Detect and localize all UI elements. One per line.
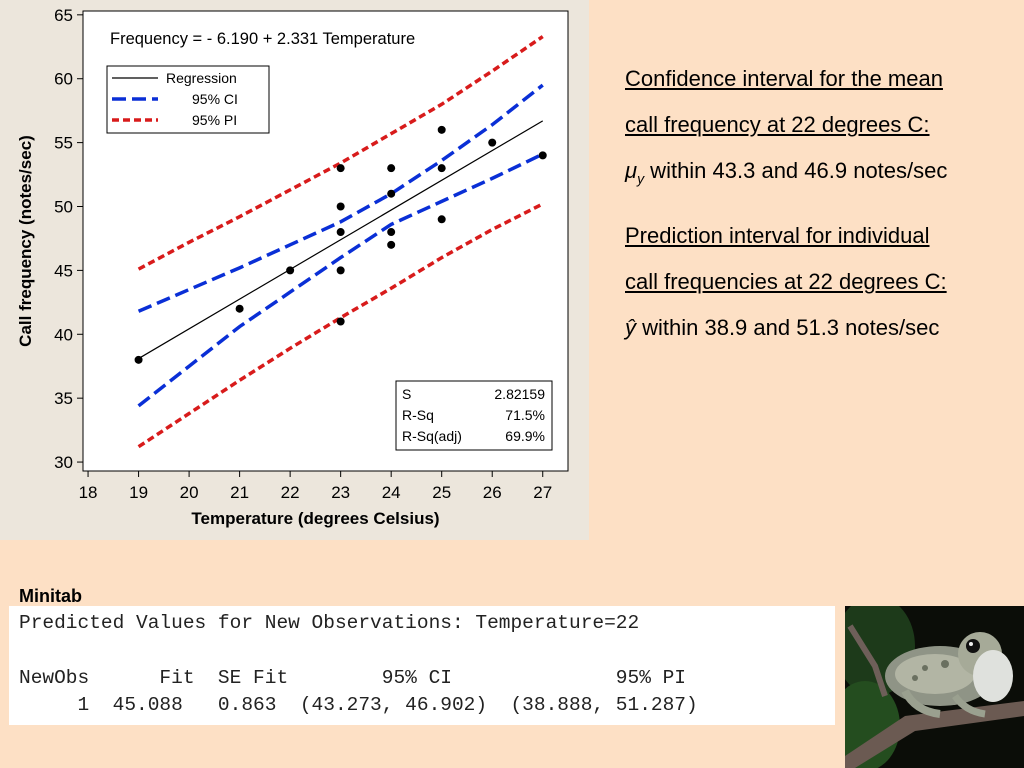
pi-result-text: within 38.9 and 51.3 notes/sec — [636, 315, 940, 341]
y-tick-label: 60 — [54, 70, 73, 89]
minitab-label: Minitab — [19, 586, 82, 606]
stat-label: R-Sq(adj) — [402, 428, 462, 444]
mu-subscript: y — [637, 170, 645, 187]
yhat-symbol: ŷ — [625, 315, 636, 341]
minitab-line2: NewObs Fit SE Fit 95% CI 95% PI — [19, 667, 687, 689]
data-point — [336, 317, 345, 326]
data-point — [387, 189, 396, 198]
y-tick-label: 30 — [54, 453, 73, 472]
legend-label: 95% PI — [192, 112, 237, 128]
data-point — [488, 138, 497, 147]
y-axis-label: Call frequency (notes/sec) — [16, 135, 35, 347]
minitab-output: Predicted Values for New Observations: T… — [9, 606, 835, 725]
stat-value: 2.82159 — [494, 386, 545, 402]
x-tick-label: 23 — [331, 483, 350, 502]
series-line-lower — [137, 152, 544, 408]
x-tick-label: 26 — [483, 483, 502, 502]
y-tick-label: 45 — [54, 261, 73, 280]
x-tick-label: 22 — [281, 483, 300, 502]
pi-heading-line2: call frequencies at 22 degrees C: — [625, 269, 947, 295]
x-tick-label: 27 — [533, 483, 552, 502]
ci-heading-line1: Confidence interval for the mean — [625, 66, 943, 91]
y-tick-label: 65 — [54, 6, 73, 25]
series-line-upper — [137, 35, 544, 271]
data-point — [336, 202, 345, 211]
x-tick-label: 19 — [129, 483, 148, 502]
tree-frog-photo — [845, 606, 1024, 768]
pi-heading-line1: Prediction interval for individual — [625, 223, 930, 249]
ci-result: μy within 43.3 and 46.9 notes/sec — [625, 148, 1020, 201]
stats-box — [395, 380, 553, 451]
stat-value: 69.9% — [505, 428, 545, 444]
x-tick-label: 20 — [180, 483, 199, 502]
stat-label: R-Sq — [402, 407, 434, 423]
data-point — [387, 228, 396, 237]
data-point — [336, 266, 345, 275]
stat-label: S — [402, 386, 411, 402]
series-line-upper — [137, 83, 544, 313]
regression-equation: Frequency = - 6.190 + 2.331 Temperature — [110, 30, 415, 48]
stat-value: 71.5% — [505, 407, 545, 423]
data-point — [286, 266, 295, 275]
regression-line — [138, 120, 544, 360]
data-point — [437, 164, 446, 173]
series-line-lower — [137, 202, 544, 449]
data-point — [235, 304, 244, 313]
pi-result: ŷ within 38.9 and 51.3 notes/sec — [625, 305, 1020, 351]
data-point — [336, 228, 345, 237]
mu-symbol: μ — [625, 158, 638, 183]
ci-result-text: within 43.3 and 46.9 notes/sec — [644, 158, 948, 183]
data-point — [134, 355, 143, 364]
x-tick-label: 25 — [432, 483, 451, 502]
regression-chart: 18 19 20 21 22 23 24 25 26 27 30 35 40 45 50 55 60 65 Temp… — [16, 6, 569, 528]
minitab-line3: 1 45.088 0.863 (43.273, 46.902) (38.888,… — [19, 694, 698, 716]
y-tick-label: 55 — [54, 134, 73, 153]
x-tick-label: 18 — [79, 483, 98, 502]
data-point — [387, 164, 396, 173]
legend-label: 95% CI — [192, 91, 238, 107]
x-tick-label: 24 — [382, 483, 401, 502]
x-tick-label: 21 — [230, 483, 249, 502]
y-tick-label: 35 — [54, 389, 73, 408]
interval-notes: Confidence interval for the mean call fr… — [625, 56, 1020, 351]
y-tick-label: 40 — [54, 325, 73, 344]
legend-label: Regression — [166, 70, 237, 86]
data-point — [336, 164, 345, 173]
data-point — [387, 240, 396, 249]
plot-panel: 18 19 20 21 22 23 24 25 26 27 30 35 40 45 50 55 60 65 Temp… — [0, 0, 589, 540]
data-point — [538, 151, 547, 160]
minitab-line1: Predicted Values for New Observations: T… — [19, 612, 640, 634]
data-point — [437, 125, 446, 134]
y-tick-label: 50 — [54, 198, 73, 217]
ci-heading-line2: call frequency at 22 degrees C: — [625, 112, 930, 137]
data-point — [437, 215, 446, 224]
x-axis-label: Temperature (degrees Celsius) — [191, 509, 439, 528]
